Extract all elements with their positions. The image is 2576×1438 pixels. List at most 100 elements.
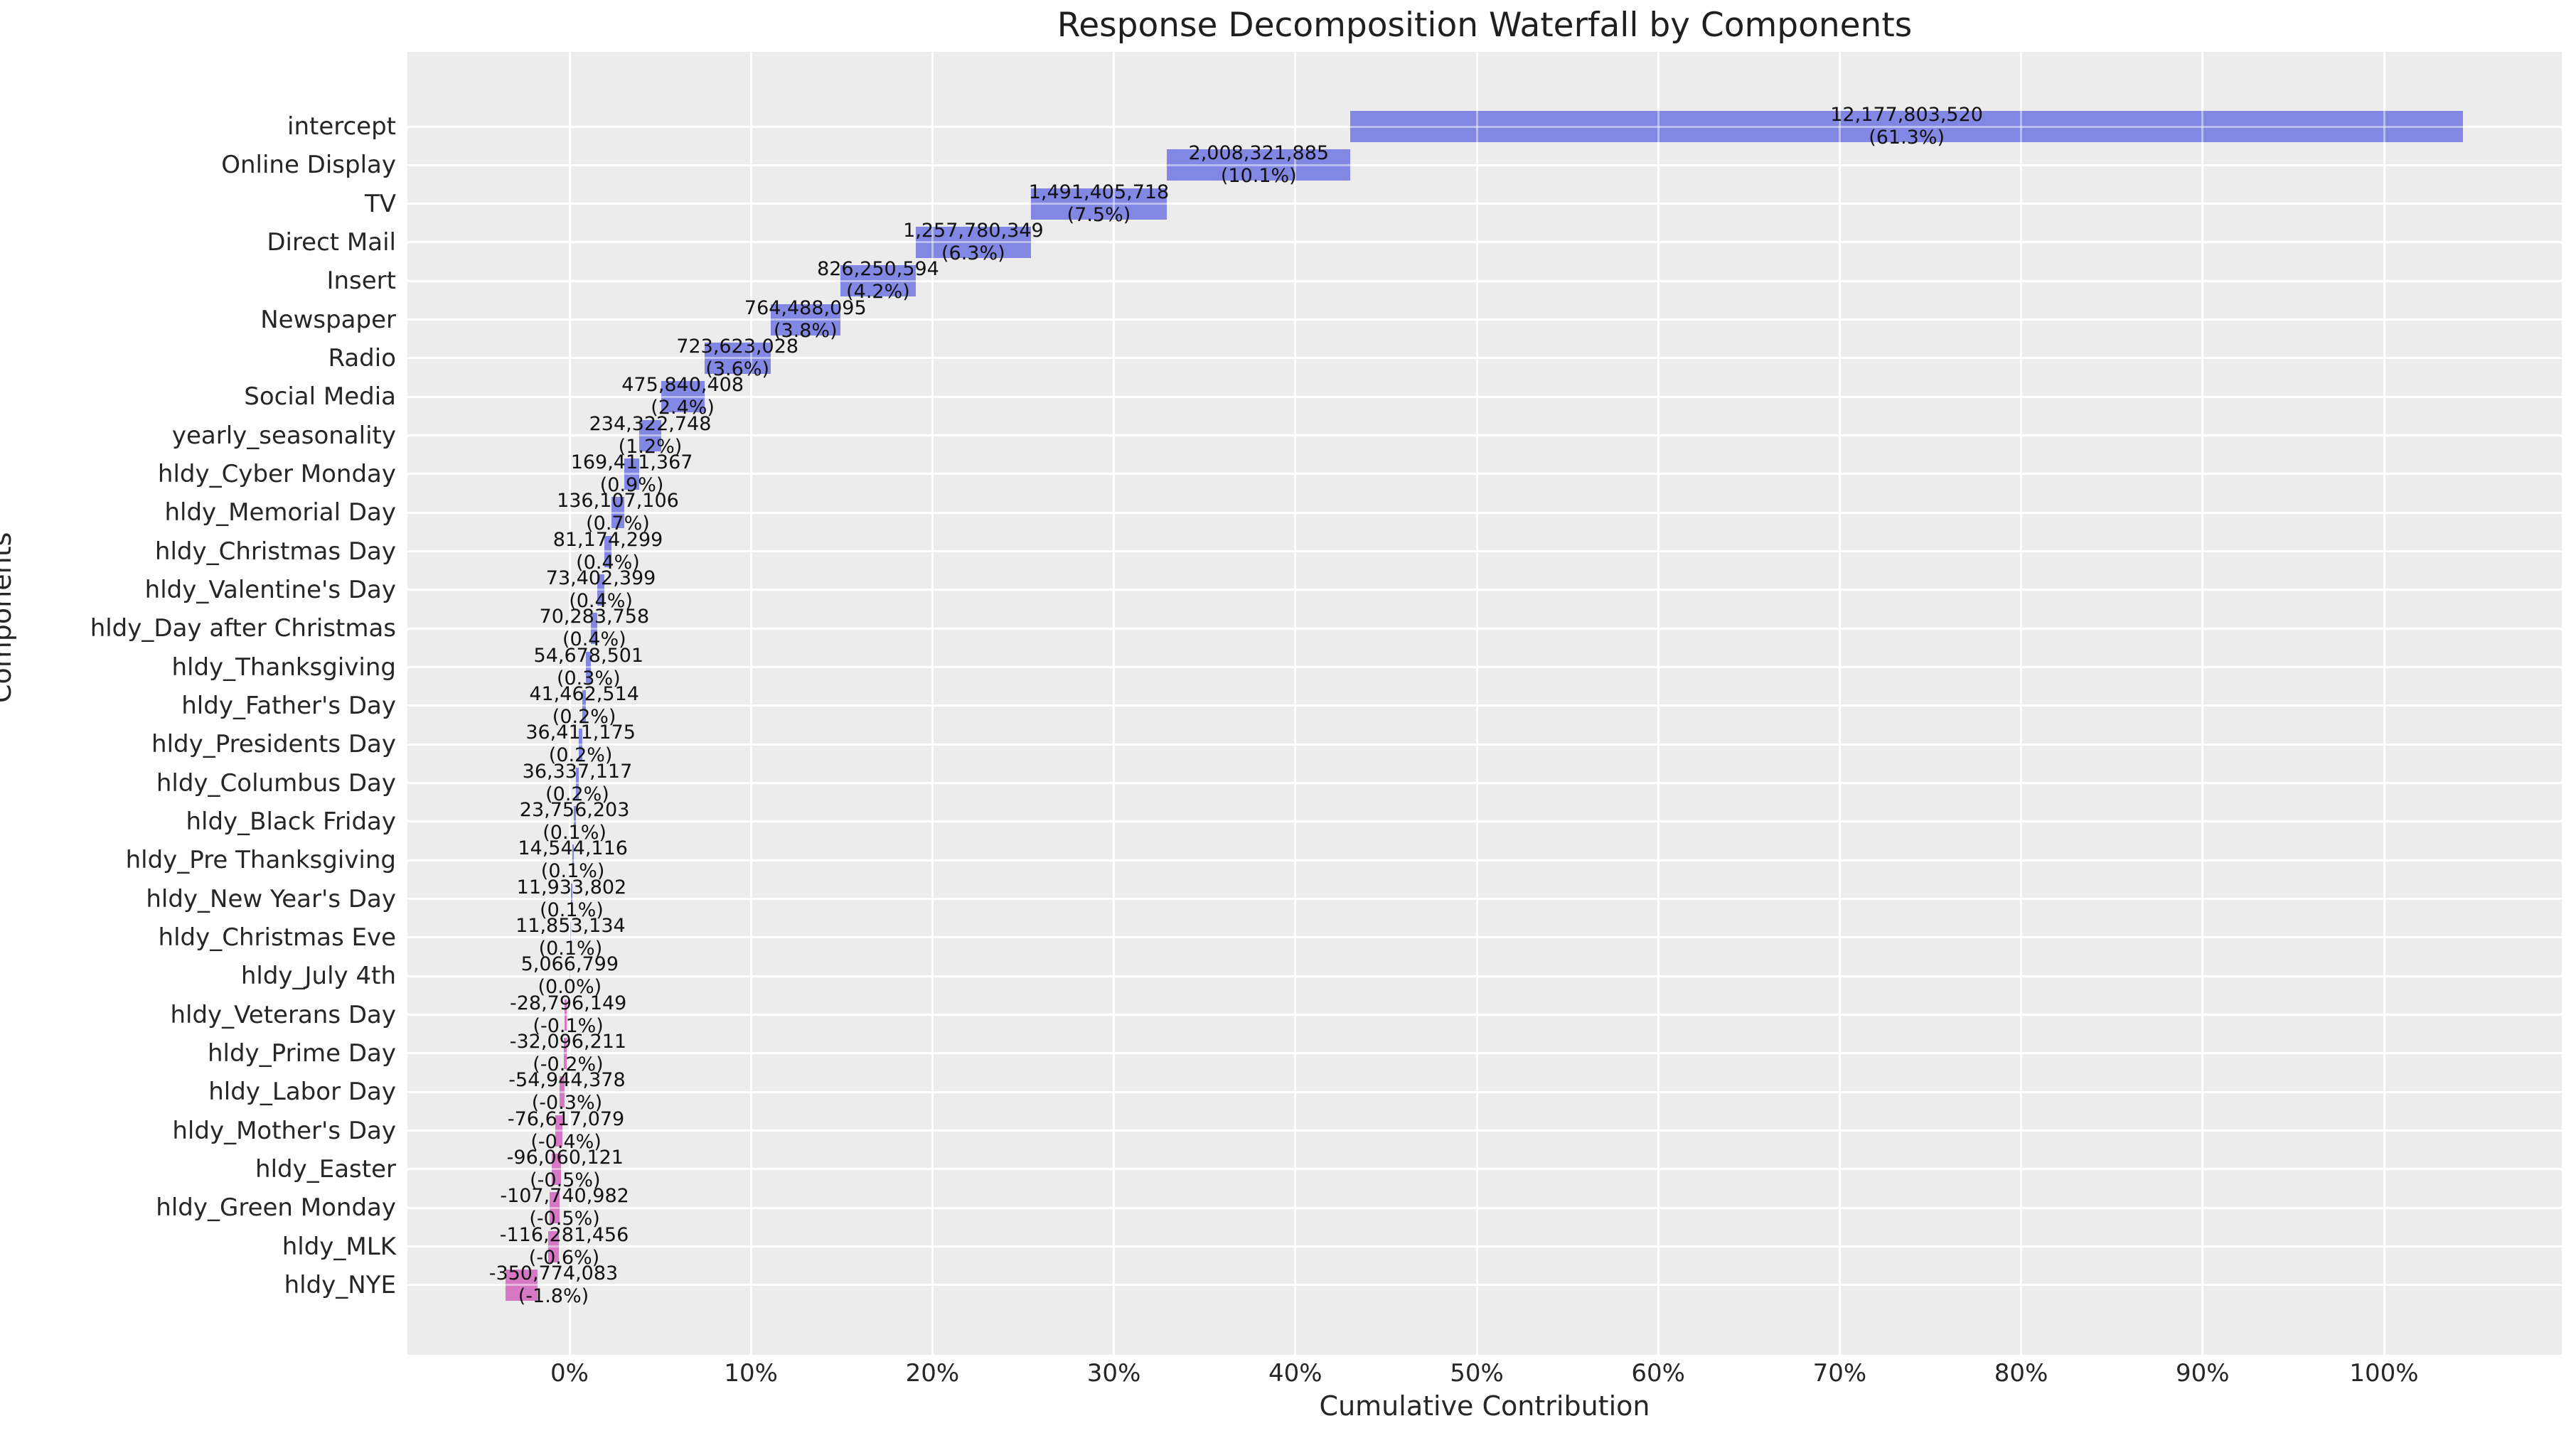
y-tick-label: hldy_NYE bbox=[284, 1270, 396, 1299]
waterfall-bar bbox=[704, 342, 771, 374]
y-gridline bbox=[407, 395, 2562, 398]
y-tick-label: hldy_Prime Day bbox=[207, 1039, 396, 1068]
waterfall-bar bbox=[570, 921, 572, 953]
bar-value-label: 23,756,203 bbox=[519, 798, 630, 821]
bar-annotation: -76,617,079 (-0.4%) bbox=[508, 1108, 624, 1154]
waterfall-bar bbox=[624, 458, 640, 490]
bar-value-label: 11,933,802 bbox=[516, 876, 627, 898]
bar-annotation: -350,774,083 (-1.8%) bbox=[489, 1262, 619, 1308]
bar-value-label: 11,853,134 bbox=[515, 914, 626, 937]
bar-annotation: 41,462,514 (0.2%) bbox=[529, 683, 639, 729]
y-gridline bbox=[407, 550, 2562, 553]
y-tick-label: hldy_Columbus Day bbox=[156, 768, 396, 798]
x-gridline bbox=[2383, 52, 2385, 1355]
bar-annotation: 11,853,134 (0.1%) bbox=[515, 915, 626, 960]
bar-value-label: -96,060,121 bbox=[506, 1146, 624, 1169]
bar-value-label: 73,402,399 bbox=[545, 567, 656, 589]
bar-value-label: 54,678,501 bbox=[533, 644, 644, 667]
y-tick-label: Radio bbox=[328, 343, 396, 372]
y-gridline bbox=[407, 434, 2562, 437]
y-tick-label: hldy_Christmas Eve bbox=[158, 923, 396, 952]
bar-value-label: 723,623,028 bbox=[676, 335, 799, 358]
waterfall-bar bbox=[586, 651, 592, 683]
x-gridline bbox=[1838, 52, 1841, 1355]
bar-annotation: 826,250,594 (4.2%) bbox=[817, 258, 939, 304]
bar-pct-label: (0.9%) bbox=[599, 473, 664, 496]
y-gridline bbox=[407, 743, 2562, 746]
bar-value-label: 169,411,367 bbox=[570, 451, 693, 473]
bar-value-label: 81,174,299 bbox=[552, 528, 663, 551]
waterfall-bar bbox=[552, 1153, 561, 1185]
bar-pct-label: (0.4%) bbox=[562, 628, 626, 651]
waterfall-bar bbox=[548, 1230, 560, 1262]
waterfall-bar bbox=[571, 883, 572, 915]
bar-value-label: 136,107,106 bbox=[557, 490, 679, 513]
y-tick-label: hldy_Veterans Day bbox=[170, 1000, 396, 1029]
bar-value-label: 5,066,799 bbox=[520, 953, 619, 976]
y-gridline bbox=[407, 1284, 2562, 1287]
y-gridline bbox=[407, 1052, 2562, 1055]
waterfall-bar bbox=[661, 381, 705, 413]
y-gridline bbox=[407, 859, 2562, 862]
waterfall-bar bbox=[916, 226, 1031, 258]
bar-pct-label: (3.8%) bbox=[773, 319, 838, 342]
x-tick-label: 20% bbox=[905, 1359, 960, 1388]
gridlines-over bbox=[407, 52, 2562, 1355]
y-tick-label: hldy_New Year's Day bbox=[146, 884, 396, 913]
y-gridline bbox=[407, 627, 2562, 630]
bar-pct-label: (0.2%) bbox=[545, 783, 609, 805]
x-tick-label: 10% bbox=[724, 1359, 778, 1388]
y-gridline bbox=[407, 1206, 2562, 1209]
bar-value-label: 826,250,594 bbox=[817, 258, 939, 281]
waterfall-bar bbox=[579, 729, 582, 761]
bar-annotation: 5,066,799 (0.0%) bbox=[521, 953, 619, 999]
waterfall-bar bbox=[582, 690, 587, 721]
x-gridline bbox=[2201, 52, 2204, 1355]
bar-pct-label: (4.2%) bbox=[846, 281, 910, 304]
bar-pct-label: (0.2%) bbox=[548, 744, 613, 767]
y-gridline bbox=[407, 434, 2562, 437]
bar-value-label: 36,411,175 bbox=[525, 721, 636, 744]
bar-pct-label: (3.6%) bbox=[705, 358, 770, 380]
x-gridline bbox=[1657, 52, 1660, 1355]
y-gridline bbox=[407, 279, 2562, 282]
y-gridline bbox=[407, 743, 2562, 746]
bar-pct-label: (0.2%) bbox=[552, 705, 616, 728]
bar-annotation: -107,740,982 (-0.5%) bbox=[500, 1185, 629, 1230]
bar-annotation: 723,623,028 (3.6%) bbox=[676, 336, 798, 381]
y-tick-label: hldy_Cyber Monday bbox=[157, 459, 396, 488]
y-gridline bbox=[407, 898, 2562, 901]
y-gridline bbox=[407, 1014, 2562, 1016]
x-tick-label: 0% bbox=[550, 1359, 589, 1388]
bar-pct-label: (0.7%) bbox=[586, 513, 650, 535]
y-gridline bbox=[407, 1206, 2562, 1209]
bar-value-label: -28,796,149 bbox=[509, 992, 627, 1014]
bar-annotation: 23,756,203 (0.1%) bbox=[520, 799, 630, 844]
bar-value-label: 1,257,780,349 bbox=[903, 219, 1044, 242]
bar-annotations-layer: 12,177,803,520 (61.3%) 2,008,321,885 (10.1%… bbox=[407, 52, 2562, 1355]
x-gridline bbox=[1838, 52, 1841, 1355]
y-gridline bbox=[407, 859, 2562, 862]
bar-pct-label: (-0.2%) bbox=[533, 1053, 604, 1075]
x-tick-label: 60% bbox=[1631, 1359, 1685, 1388]
bar-annotation: 54,678,501 (0.3%) bbox=[534, 645, 644, 690]
bar-annotation: 36,337,117 (0.2%) bbox=[523, 761, 633, 806]
bar-value-label: -107,740,982 bbox=[500, 1185, 629, 1208]
y-axis-label: Components bbox=[0, 532, 17, 703]
y-gridline bbox=[407, 1168, 2562, 1171]
y-tick-label: hldy_Presidents Day bbox=[151, 730, 396, 759]
bar-pct-label: (0.0%) bbox=[538, 976, 602, 999]
y-gridline bbox=[407, 163, 2562, 166]
y-tick-label: Newspaper bbox=[260, 305, 396, 334]
y-gridline bbox=[407, 936, 2562, 939]
y-gridline bbox=[407, 589, 2562, 591]
waterfall-bar bbox=[550, 1192, 560, 1224]
x-gridline bbox=[1113, 52, 1116, 1355]
bar-pct-label: (10.1%) bbox=[1220, 165, 1297, 188]
bar-pct-label: (6.3%) bbox=[941, 242, 1005, 264]
y-gridline bbox=[407, 203, 2562, 205]
waterfall-bar bbox=[591, 613, 598, 645]
bar-annotation: -116,281,456 (-0.6%) bbox=[500, 1224, 629, 1270]
y-gridline bbox=[407, 511, 2562, 514]
